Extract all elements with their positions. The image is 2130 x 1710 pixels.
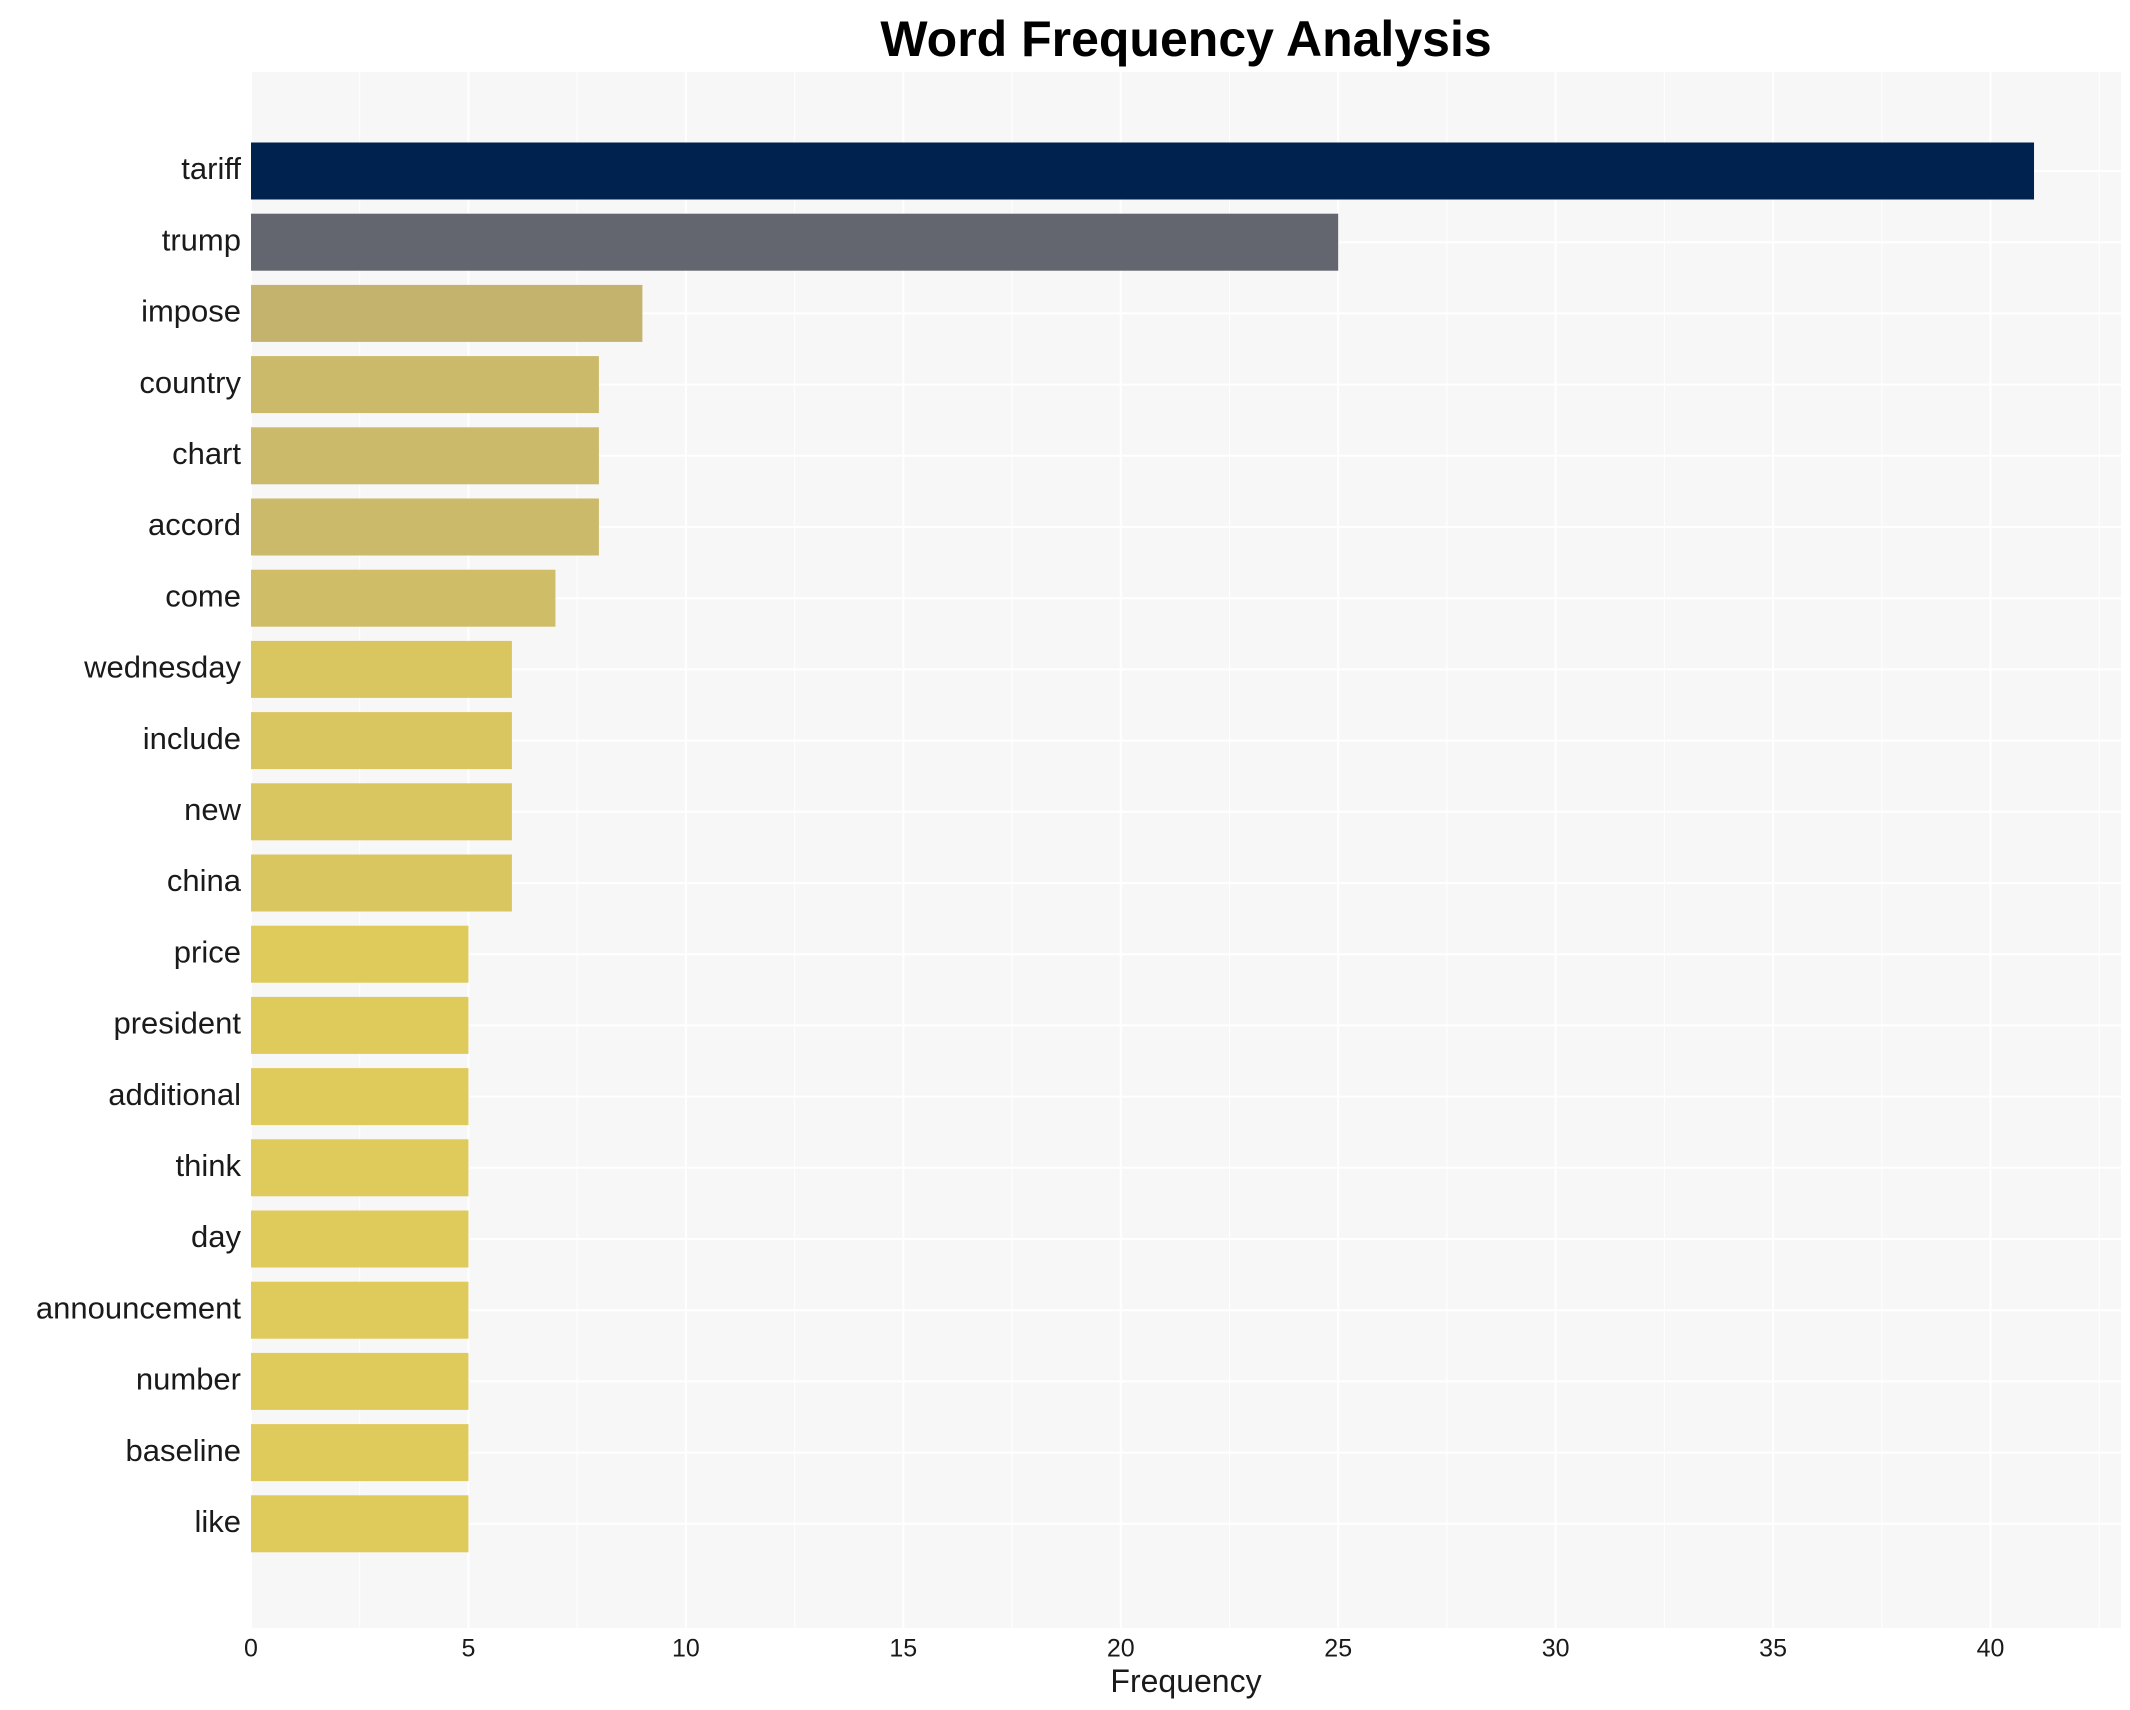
y-tick-label-trump: trump bbox=[162, 222, 241, 257]
y-tick-labels: tariff trump impose country chart accord come w… bbox=[36, 151, 242, 1539]
x-tick-label: 20 bbox=[1107, 1635, 1135, 1663]
x-tick-label: 5 bbox=[461, 1635, 475, 1663]
y-tick-label-number: number bbox=[136, 1362, 241, 1397]
y-tick-label-announcement: announcement bbox=[36, 1290, 241, 1325]
bar-country bbox=[251, 356, 599, 414]
bar-announcement bbox=[251, 1281, 469, 1339]
y-tick-label-president: president bbox=[113, 1006, 241, 1041]
y-tick-label-price: price bbox=[174, 934, 241, 969]
bar-baseline bbox=[251, 1424, 469, 1482]
bar-new bbox=[251, 783, 512, 841]
bar-day bbox=[251, 1210, 469, 1268]
x-tick-label: 30 bbox=[1542, 1635, 1570, 1663]
x-tick-label: 10 bbox=[672, 1635, 700, 1663]
y-tick-label-accord: accord bbox=[148, 507, 241, 542]
y-tick-label-include: include bbox=[143, 721, 241, 756]
y-tick-label-baseline: baseline bbox=[126, 1433, 241, 1468]
x-axis-label: Frequency bbox=[1110, 1663, 1261, 1699]
y-tick-label-new: new bbox=[184, 792, 241, 827]
bar-additional bbox=[251, 1068, 469, 1126]
bar-price bbox=[251, 925, 469, 983]
bar-trump bbox=[251, 213, 1339, 271]
y-tick-label-tariff: tariff bbox=[181, 151, 241, 186]
y-tick-label-china: china bbox=[167, 863, 242, 898]
bar-china bbox=[251, 854, 512, 912]
x-tick-label: 40 bbox=[1977, 1635, 2005, 1663]
bar-wednesday bbox=[251, 640, 512, 698]
y-tick-label-day: day bbox=[191, 1219, 241, 1254]
y-tick-label-like: like bbox=[194, 1504, 241, 1539]
bar-president bbox=[251, 996, 469, 1054]
x-tick-label: 35 bbox=[1759, 1635, 1787, 1663]
x-tick-label: 0 bbox=[244, 1635, 258, 1663]
y-tick-label-chart: chart bbox=[172, 436, 241, 471]
bar-like bbox=[251, 1495, 469, 1553]
bar-chart bbox=[251, 427, 599, 485]
bar-number bbox=[251, 1352, 469, 1410]
bar-tariff bbox=[251, 142, 2035, 200]
bar-accord bbox=[251, 498, 599, 556]
y-tick-label-come: come bbox=[165, 578, 241, 613]
bar-come bbox=[251, 569, 556, 627]
x-tick-label: 25 bbox=[1324, 1635, 1352, 1663]
bars bbox=[251, 142, 2035, 1553]
y-tick-label-country: country bbox=[139, 365, 241, 400]
bar-think bbox=[251, 1139, 469, 1197]
y-tick-label-additional: additional bbox=[108, 1077, 241, 1112]
y-tick-label-impose: impose bbox=[141, 294, 241, 329]
y-tick-label-think: think bbox=[176, 1148, 242, 1183]
chart-title: Word Frequency Analysis bbox=[880, 11, 1491, 67]
bar-include bbox=[251, 712, 512, 770]
y-tick-label-wednesday: wednesday bbox=[83, 650, 241, 685]
x-tick-label: 15 bbox=[889, 1635, 917, 1663]
bar-impose bbox=[251, 284, 643, 342]
x-tick-labels: 0 5 10 15 20 25 30 35 40 bbox=[244, 1635, 2004, 1663]
